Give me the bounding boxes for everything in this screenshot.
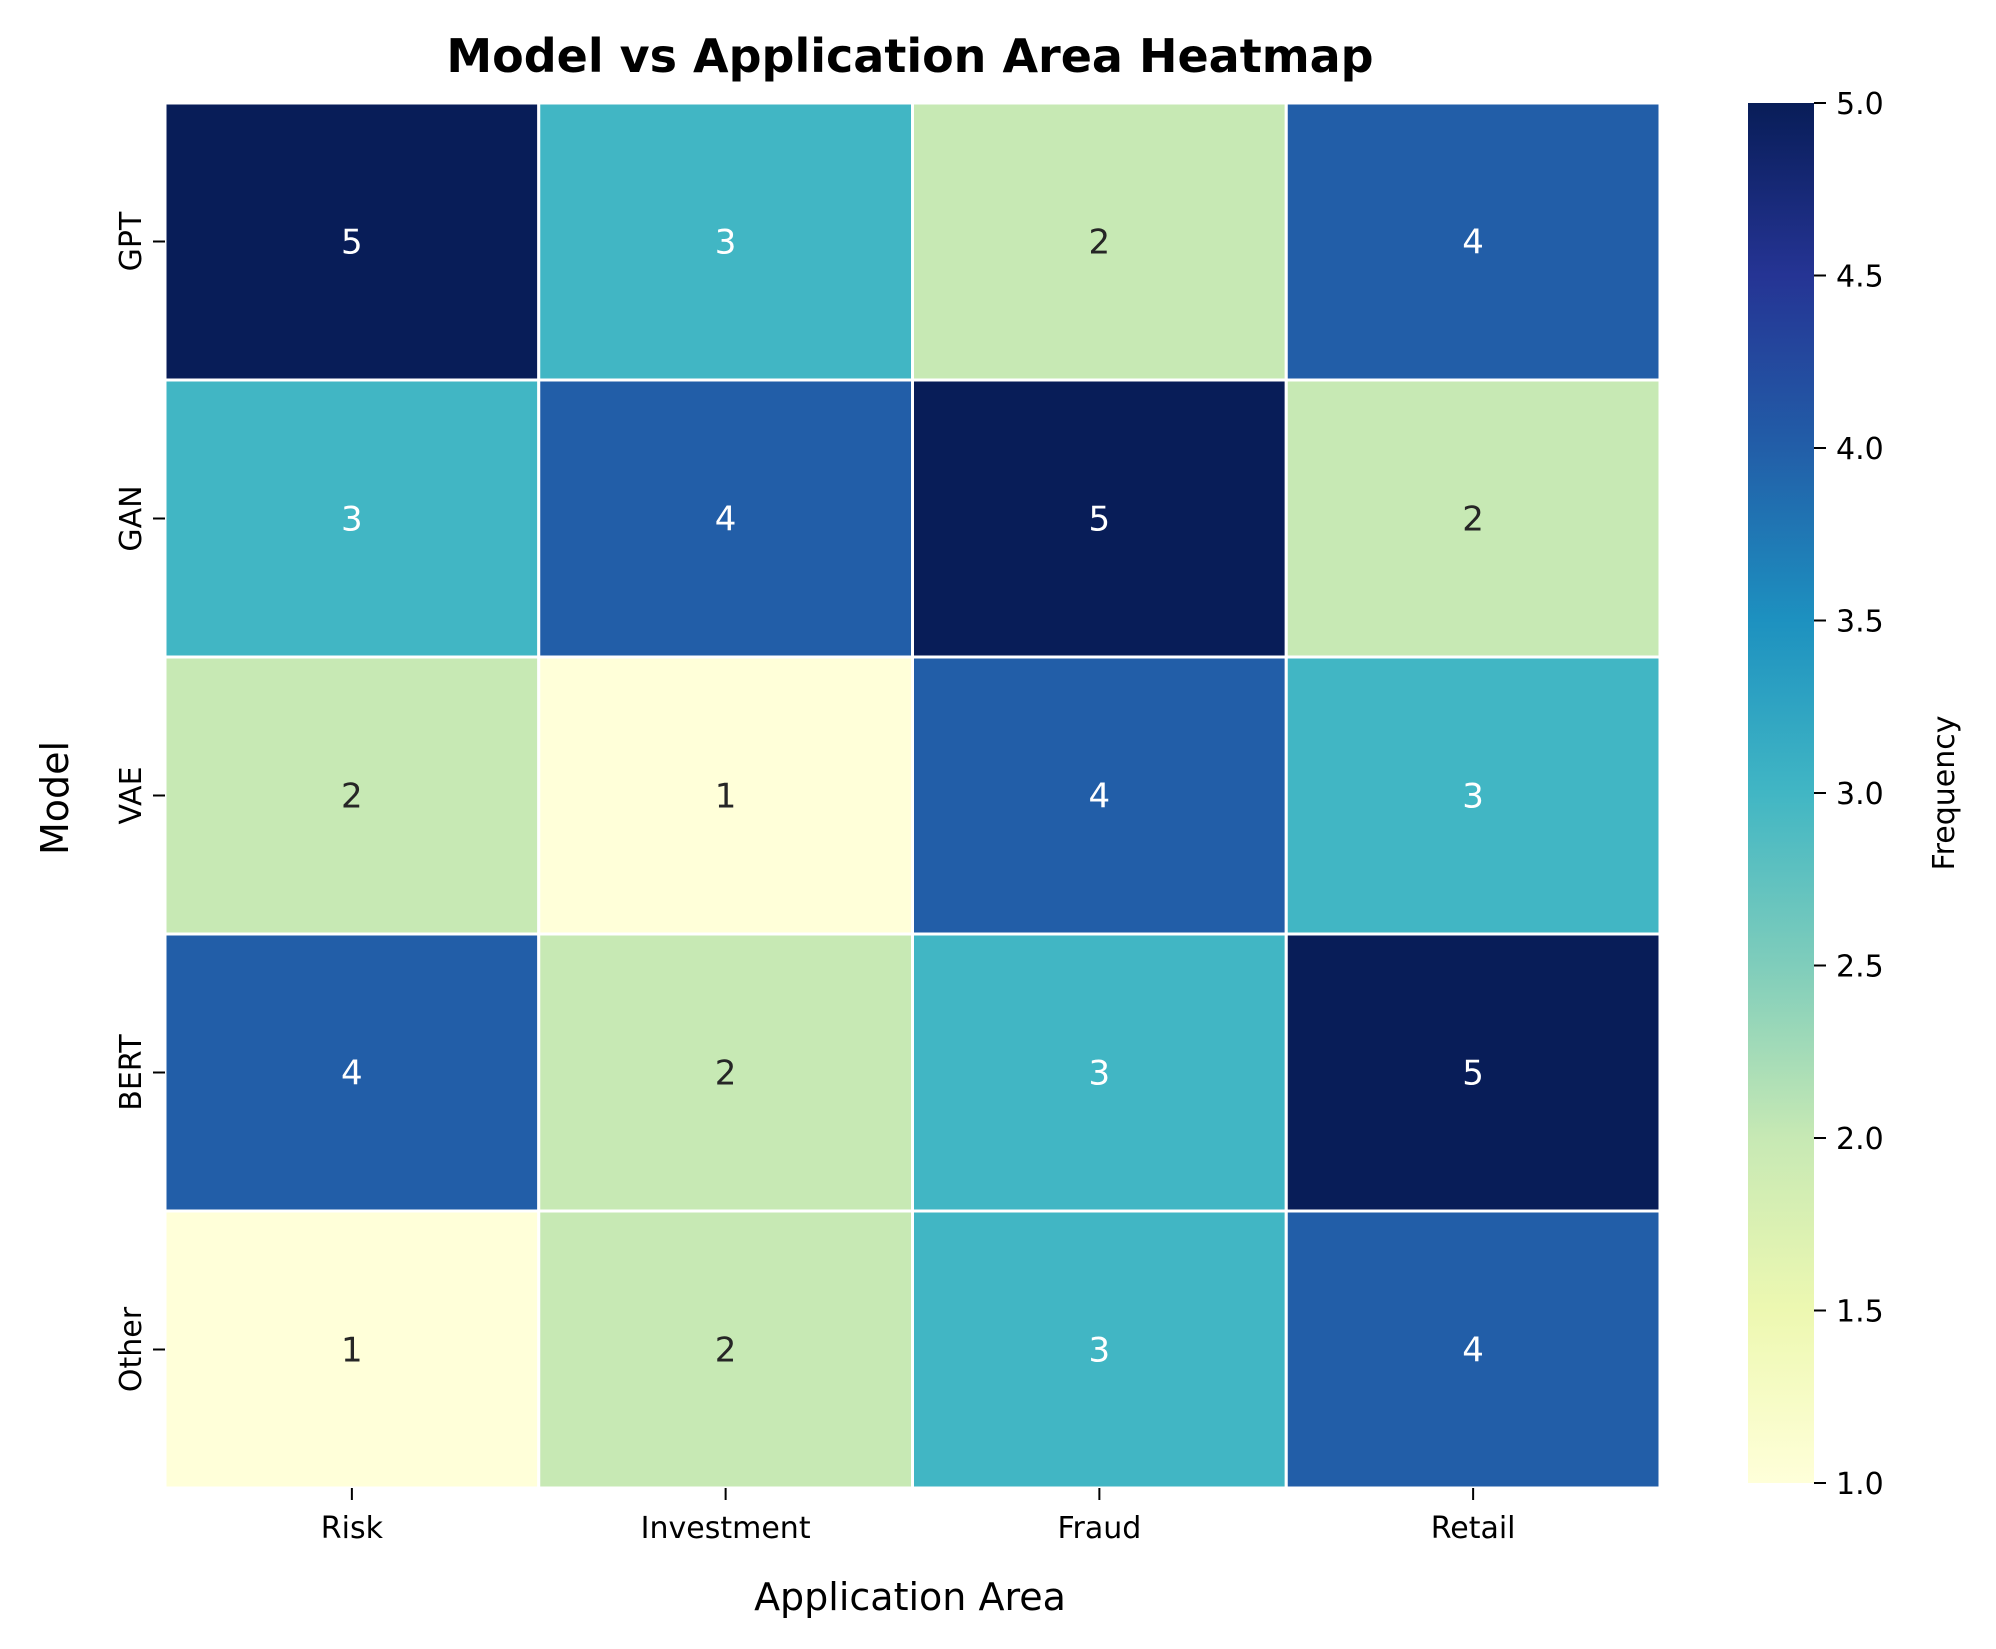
cell-value-label: 3 (1462, 777, 1484, 817)
y-tick-label-other: Other (114, 1306, 149, 1392)
y-tick-label-gpt: GPT (114, 211, 149, 271)
heatmap-cell-vae-investment (537, 655, 914, 936)
colorbar-label: Frequency (1927, 716, 1962, 871)
cell-value-label: 3 (715, 223, 737, 263)
cell-value-label: 1 (715, 777, 737, 817)
cell-value-label: 4 (1089, 777, 1111, 817)
x-axis: Risk Investment Fraud Retail (321, 1488, 1516, 1546)
colorbar-tick-label: 4.0 (1836, 432, 1884, 467)
cell-value-label: 2 (341, 777, 363, 817)
colorbar (1748, 103, 1814, 1483)
heatmap-cell-other-investment (537, 1209, 914, 1490)
colorbar-tick-label: 1.5 (1836, 1295, 1884, 1330)
x-axis-label: Application Area (754, 1575, 1066, 1619)
x-tick-label-risk: Risk (321, 1511, 384, 1546)
cell-value-label: 5 (1089, 500, 1111, 540)
y-axis: GPT GAN VAE BERT Other (114, 211, 165, 1392)
chart-title: Model vs Application Area Heatmap (446, 29, 1373, 83)
heatmap-cell-vae-retail (1284, 655, 1662, 936)
heatmap-cell-gan-risk (163, 378, 541, 659)
heatmap-cell-gan-investment (537, 378, 914, 659)
cell-value-label: 4 (715, 500, 737, 540)
cell-value-label: 3 (1089, 1331, 1111, 1371)
heatmap-cell-bert-risk (163, 932, 541, 1213)
y-axis-label: Model (33, 741, 77, 855)
heatmap-cell-gpt-investment (537, 101, 914, 382)
cell-value-label: 2 (715, 1331, 737, 1371)
x-tick-label-fraud: Fraud (1057, 1511, 1141, 1546)
heatmap-cell-bert-fraud (911, 932, 1288, 1213)
cell-value-label: 2 (1462, 500, 1484, 540)
cell-value-label: 5 (341, 223, 363, 263)
y-tick-label-gan: GAN (114, 485, 149, 551)
colorbar-tick-label: 5.0 (1836, 87, 1884, 122)
heatmap-cell-other-retail (1284, 1209, 1662, 1490)
x-tick-label-investment: Investment (641, 1511, 811, 1546)
colorbar-ticks: 1.0 1.5 2.0 2.5 3.0 3.5 4.0 4.5 5.0 (1814, 87, 1884, 1502)
colorbar-tick-label: 2.0 (1836, 1122, 1884, 1157)
colorbar-tick-label: 3.0 (1836, 777, 1884, 812)
colorbar-tick-label: 3.5 (1836, 605, 1884, 640)
cell-value-label: 3 (341, 500, 363, 540)
heatmap-cells (163, 101, 1662, 1490)
cell-value-label: 2 (715, 1054, 737, 1094)
colorbar-tick-label: 2.5 (1836, 950, 1884, 985)
x-tick-label-retail: Retail (1431, 1511, 1516, 1546)
heatmap-cell-gpt-retail (1284, 101, 1662, 382)
colorbar-tick-label: 1.0 (1836, 1467, 1884, 1502)
cell-value-label: 1 (341, 1331, 363, 1371)
heatmap-cell-bert-retail (1284, 932, 1662, 1213)
heatmap-cell-gan-retail (1284, 378, 1662, 659)
cell-value-label: 5 (1462, 1054, 1484, 1094)
y-tick-label-bert: BERT (114, 1034, 149, 1111)
colorbar-tick-label: 4.5 (1836, 260, 1884, 295)
cell-value-label: 4 (341, 1054, 363, 1094)
y-tick-label-vae: VAE (114, 766, 149, 824)
heatmap-cell-labels: 5 3 2 4 3 4 5 2 2 1 4 3 4 2 3 5 1 2 3 4 (341, 223, 1484, 1371)
heatmap-cell-gpt-risk (163, 101, 541, 382)
cell-value-label: 4 (1462, 1331, 1484, 1371)
cell-value-label: 4 (1462, 223, 1484, 263)
heatmap-cell-other-risk (163, 1209, 541, 1490)
cell-value-label: 2 (1089, 223, 1111, 263)
heatmap-cell-bert-investment (537, 932, 914, 1213)
cell-value-label: 3 (1089, 1054, 1111, 1094)
heatmap-cell-other-fraud (911, 1209, 1288, 1490)
heatmap-cell-gpt-fraud (911, 101, 1288, 382)
